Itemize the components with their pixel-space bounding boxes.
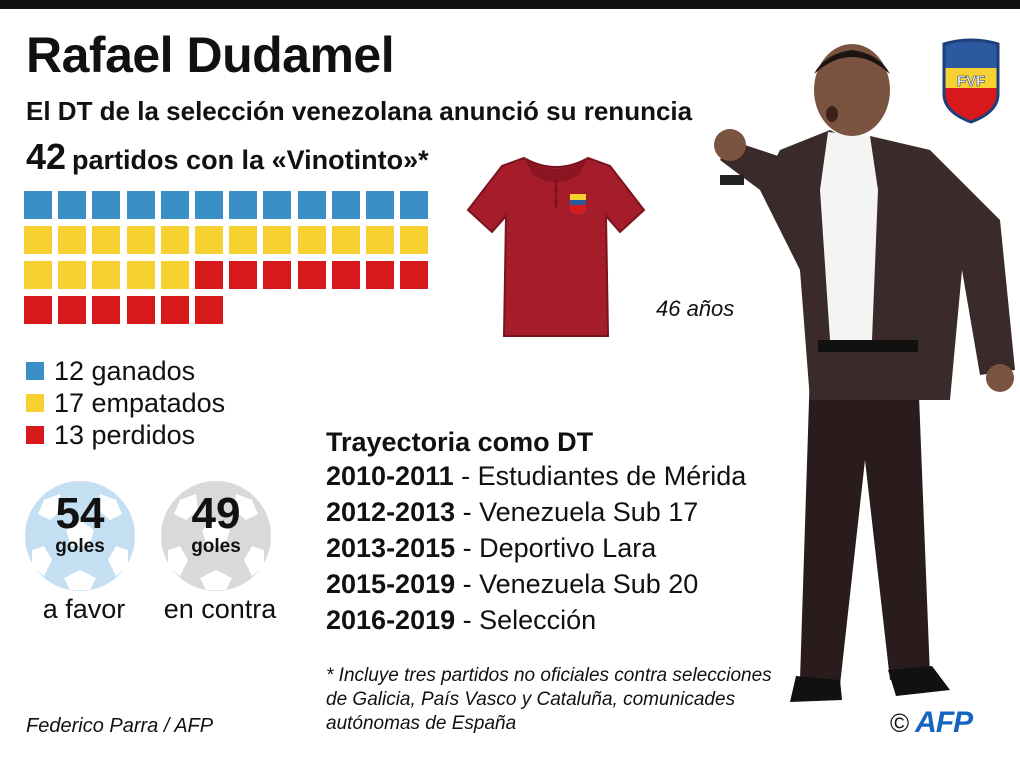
legend-item-lost: 13 perdidos [26,419,225,451]
match-square-won [297,191,326,219]
page-title: Rafael Dudamel [26,27,395,83]
match-square-lost [195,296,223,324]
legend-label-won: 12 ganados [54,355,196,386]
match-square-drawn [331,226,360,254]
match-square-lost [297,261,326,289]
afp-brand: © AFP [890,706,973,740]
matches-heading: 42 partidos con la «Vinotinto»* [26,136,429,178]
match-square-lost [331,261,360,289]
career-years: 2016-2019 [326,605,456,635]
top-bar [0,0,1020,9]
vinotinto-shirt-icon [466,156,646,337]
match-square-drawn [400,226,429,254]
career-item: 2015-2019 - Venezuela Sub 20 [326,569,746,605]
goals-for-unit: goles [55,536,105,557]
match-square-lost [400,261,429,289]
match-square-won [229,191,258,219]
career-list: 2010-2011 - Estudiantes de Mérida 2012-2… [326,461,746,641]
match-square-drawn [126,226,155,254]
matches-count: 42 [26,136,67,177]
footnote: * Incluye tres partidos no oficiales con… [326,665,772,734]
match-square-drawn [126,261,155,289]
match-square-lost [229,261,258,289]
career-years: 2013-2015 [326,533,456,563]
match-square-drawn [58,226,87,254]
soccer-ball-icon [25,481,135,591]
match-square-drawn [58,261,87,289]
soccer-ball-icon [161,481,271,591]
career-item: 2010-2011 - Estudiantes de Mérida [326,461,746,497]
match-square-drawn [297,226,326,254]
legend-item-drawn: 17 empatados [26,387,225,419]
match-square-drawn [160,226,189,254]
match-square-won [366,191,394,219]
goals-for-number: 54 [55,489,105,538]
career-team: - Estudiantes de Mérida [453,461,747,491]
career-years: 2010-2011 [326,461,454,491]
match-square-won [331,191,360,219]
goals-against-unit: goles [191,536,241,557]
match-square-lost [92,296,121,324]
match-square-drawn [24,226,52,254]
match-square-lost [58,296,87,324]
career-item: 2016-2019 - Selección [326,605,746,641]
goals-against-number: 49 [191,489,241,538]
legend-label-drawn: 17 empatados [54,387,226,418]
matches-label: partidos con la «Vinotinto»* [72,145,429,175]
match-square-lost [263,261,292,289]
match-square-won [24,191,52,219]
copyright-symbol: © [890,707,910,738]
career-item: 2013-2015 - Deportivo Lara [326,533,746,569]
legend-item-won: 12 ganados [26,355,225,387]
results-legend: 12 ganados 17 empatados 13 perdidos [26,355,225,451]
afp-logo-icon: AFP [915,706,973,739]
subtitle: El DT de la selección venezolana anunció… [26,96,693,126]
match-square-won [263,191,292,219]
match-square-won [195,191,223,219]
fvf-logo-icon: FVF [942,38,1000,124]
career-team: - Selección [455,605,597,635]
match-square-lost [160,296,189,324]
match-square-lost [366,261,394,289]
match-square-won [126,191,155,219]
legend-swatch-lost [26,426,44,444]
match-square-drawn [24,261,52,289]
match-square-lost [195,261,223,289]
match-square-won [92,191,121,219]
match-square-lost [126,296,155,324]
match-square-drawn [92,261,121,289]
career-item: 2012-2013 - Venezuela Sub 17 [326,497,746,533]
goals-for-caption: a favor [42,594,126,624]
career-team: - Venezuela Sub 20 [455,569,699,599]
career-title: Trayectoria como DT [326,427,594,457]
match-square-won [400,191,429,219]
fvf-logo-text: FVF [957,73,985,90]
goals-against-caption: en contra [163,594,277,624]
legend-label-lost: 13 perdidos [54,419,196,450]
goals-against-ball-icon: 49 goles [160,480,272,592]
match-square-drawn [195,226,223,254]
age-label: 46 años [656,296,735,321]
career-years: 2015-2019 [326,569,456,599]
legend-swatch-won [26,362,44,380]
match-square-drawn [92,226,121,254]
career-team: - Deportivo Lara [455,533,657,563]
photo-credit: Federico Parra / AFP [26,715,214,737]
career-years: 2012-2013 [326,497,456,527]
career-team: - Venezuela Sub 17 [455,497,699,527]
match-square-drawn [160,261,189,289]
goals-for-ball-icon: 54 goles [24,480,136,592]
match-square-drawn [229,226,258,254]
match-square-won [58,191,87,219]
match-square-drawn [263,226,292,254]
legend-swatch-drawn [26,394,44,412]
match-square-drawn [366,226,394,254]
coach-photo [714,44,1015,702]
match-square-lost [24,296,52,324]
match-square-won [160,191,189,219]
